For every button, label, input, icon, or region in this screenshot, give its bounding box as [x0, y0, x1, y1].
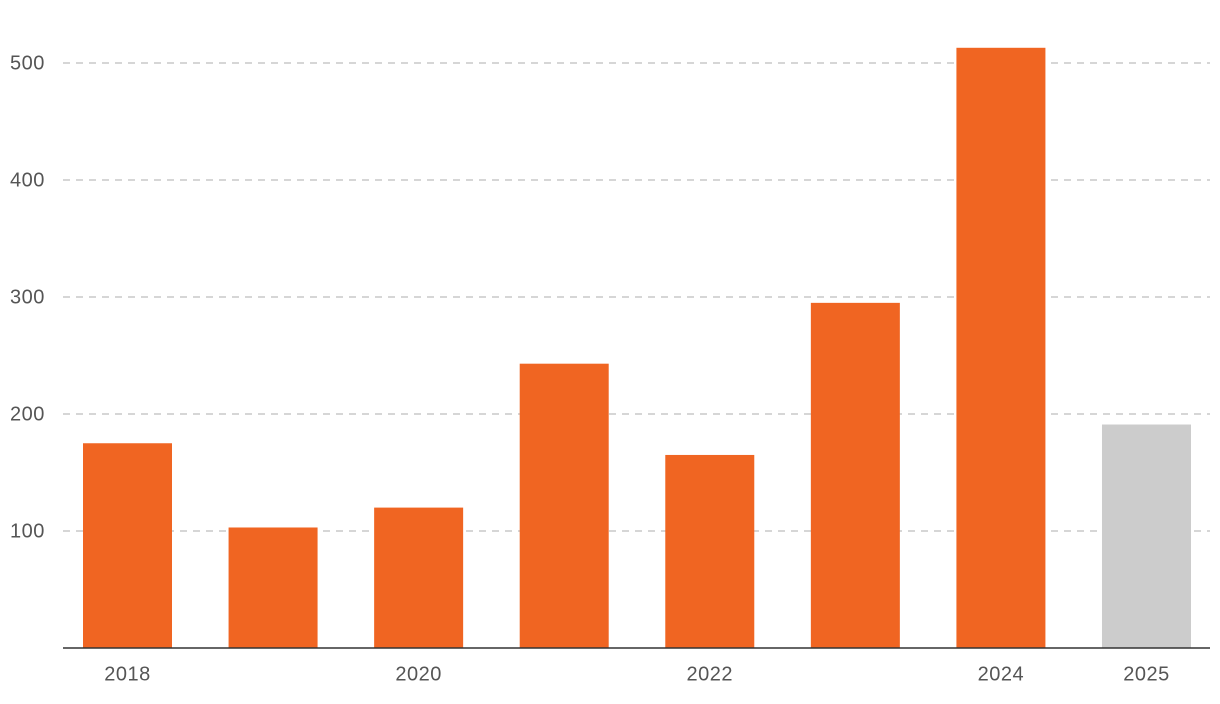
y-tick-label: 200 [10, 403, 45, 425]
y-tick-label: 100 [10, 520, 45, 542]
x-tick-label: 2024 [978, 663, 1025, 685]
y-tick-label: 300 [10, 286, 45, 308]
bar [956, 47, 1046, 649]
bar [519, 363, 609, 648]
y-tick-label: 400 [10, 169, 45, 191]
bar [665, 454, 755, 648]
x-tick-label: 2025 [1123, 663, 1170, 685]
x-tick-label: 2022 [687, 663, 734, 685]
bar [374, 507, 464, 648]
bar [1101, 424, 1191, 648]
bar [83, 443, 172, 648]
bar [810, 302, 900, 648]
bar [228, 527, 318, 648]
x-tick-label: 2018 [104, 663, 151, 685]
y-tick-label: 500 [10, 52, 45, 74]
x-tick-label: 2020 [395, 663, 442, 685]
